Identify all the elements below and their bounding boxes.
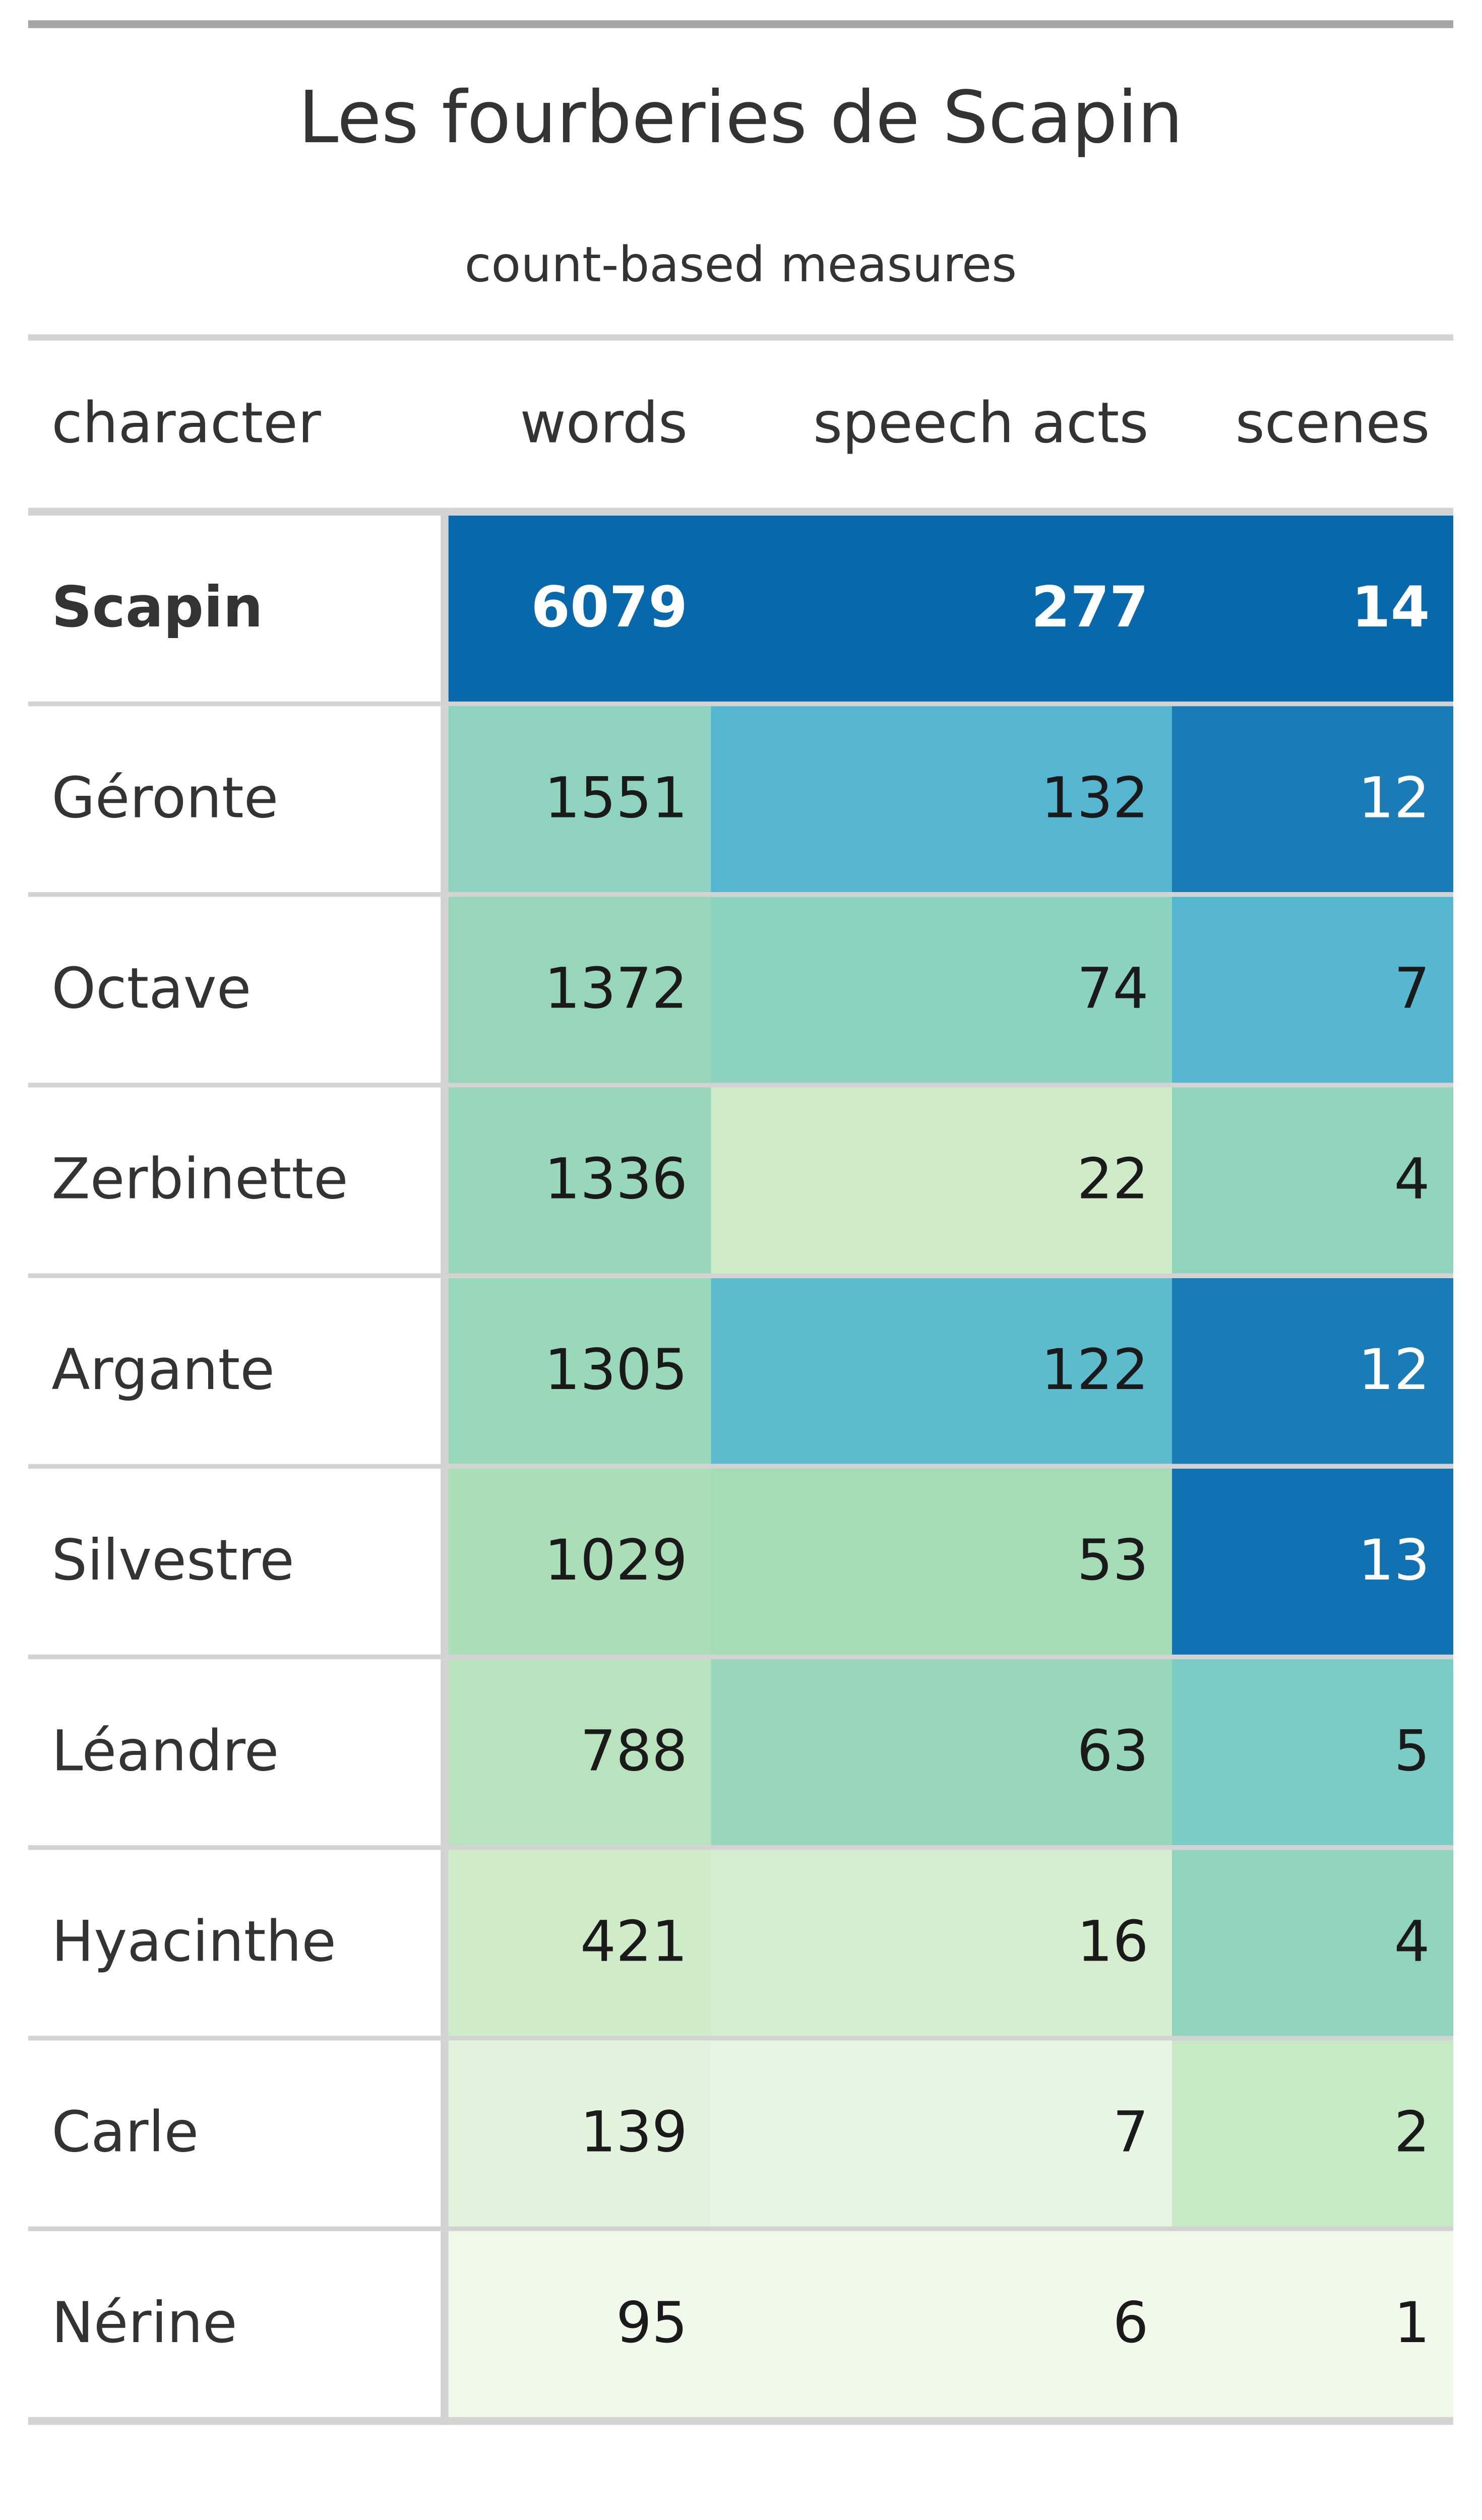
scenes-cell: 4: [1172, 1085, 1453, 1278]
scenes-cell: 1: [1172, 2229, 1453, 2425]
speech-acts-cell: 16: [711, 1847, 1172, 2041]
character-name-cell: Hyacinthe: [28, 1847, 448, 2041]
character-name-cell: Scapin: [28, 509, 448, 707]
character-name-cell: Octave: [28, 894, 448, 1088]
words-cell: 1372: [444, 894, 711, 1088]
scenes-cell: 12: [1172, 1276, 1453, 1469]
scenes-cell: 2: [1172, 2038, 1453, 2231]
words-cell: 6079: [444, 509, 711, 707]
scenes-cell: 12: [1172, 704, 1453, 897]
table-body: Scapin 6079 277 14 Géronte 1551 132 12 Octave 137…: [28, 509, 1453, 2425]
speech-acts-cell: 7: [711, 2038, 1172, 2231]
speech-acts-cell: 132: [711, 704, 1172, 897]
table-row: Carle 139 7 2: [28, 2038, 1453, 2231]
character-name-cell: Zerbinette: [28, 1085, 448, 1278]
speech-acts-cell: 74: [711, 894, 1172, 1088]
table-row: Géronte 1551 132 12: [28, 704, 1453, 897]
speech-acts-cell: 63: [711, 1657, 1172, 1850]
words-cell: 1305: [444, 1276, 711, 1469]
measures-table: character words speech acts scenes Scapi…: [28, 340, 1453, 2425]
words-cell: 421: [444, 1847, 711, 2041]
table-row: Léandre 788 63 5: [28, 1657, 1453, 1850]
speech-acts-cell: 277: [711, 509, 1172, 707]
scenes-cell: 4: [1172, 1847, 1453, 2041]
column-header-speech-acts: speech acts: [711, 340, 1172, 516]
column-header-scenes: scenes: [1172, 340, 1453, 516]
scenes-cell: 13: [1172, 1466, 1453, 1660]
speech-acts-cell: 53: [711, 1466, 1172, 1660]
character-name-cell: Nérine: [28, 2229, 448, 2425]
table-row: Nérine 95 6 1: [28, 2229, 1453, 2425]
table-title: Les fourberies de Scapin: [298, 75, 1183, 160]
words-cell: 788: [444, 1657, 711, 1850]
speech-acts-cell: 122: [711, 1276, 1172, 1469]
table-row: Scapin 6079 277 14: [28, 509, 1453, 707]
speech-acts-cell: 22: [711, 1085, 1172, 1278]
words-cell: 1029: [444, 1466, 711, 1660]
character-name-cell: Léandre: [28, 1657, 448, 1850]
table-row: Octave 1372 74 7: [28, 894, 1453, 1088]
table-row: Hyacinthe 421 16 4: [28, 1847, 1453, 2041]
table-subtitle: count-based measures: [464, 237, 1017, 294]
column-header-words: words: [444, 340, 711, 516]
top-rule: [28, 20, 1453, 28]
character-name-cell: Carle: [28, 2038, 448, 2231]
character-name-cell: Géronte: [28, 704, 448, 897]
words-cell: 1336: [444, 1085, 711, 1278]
header-rule: [28, 334, 1453, 341]
scenes-cell: 7: [1172, 894, 1453, 1088]
scenes-cell: 5: [1172, 1657, 1453, 1850]
column-header-character: character: [28, 340, 444, 516]
speech-acts-cell: 6: [711, 2229, 1172, 2425]
character-name-cell: Silvestre: [28, 1466, 448, 1660]
words-cell: 139: [444, 2038, 711, 2231]
character-name-cell: Argante: [28, 1276, 448, 1469]
table-row: Silvestre 1029 53 13: [28, 1466, 1453, 1660]
table-row: Argante 1305 122 12: [28, 1276, 1453, 1469]
scenes-cell: 14: [1172, 509, 1453, 707]
words-cell: 1551: [444, 704, 711, 897]
words-cell: 95: [444, 2229, 711, 2425]
header-row: character words speech acts scenes: [28, 340, 1453, 516]
table-row: Zerbinette 1336 22 4: [28, 1085, 1453, 1278]
